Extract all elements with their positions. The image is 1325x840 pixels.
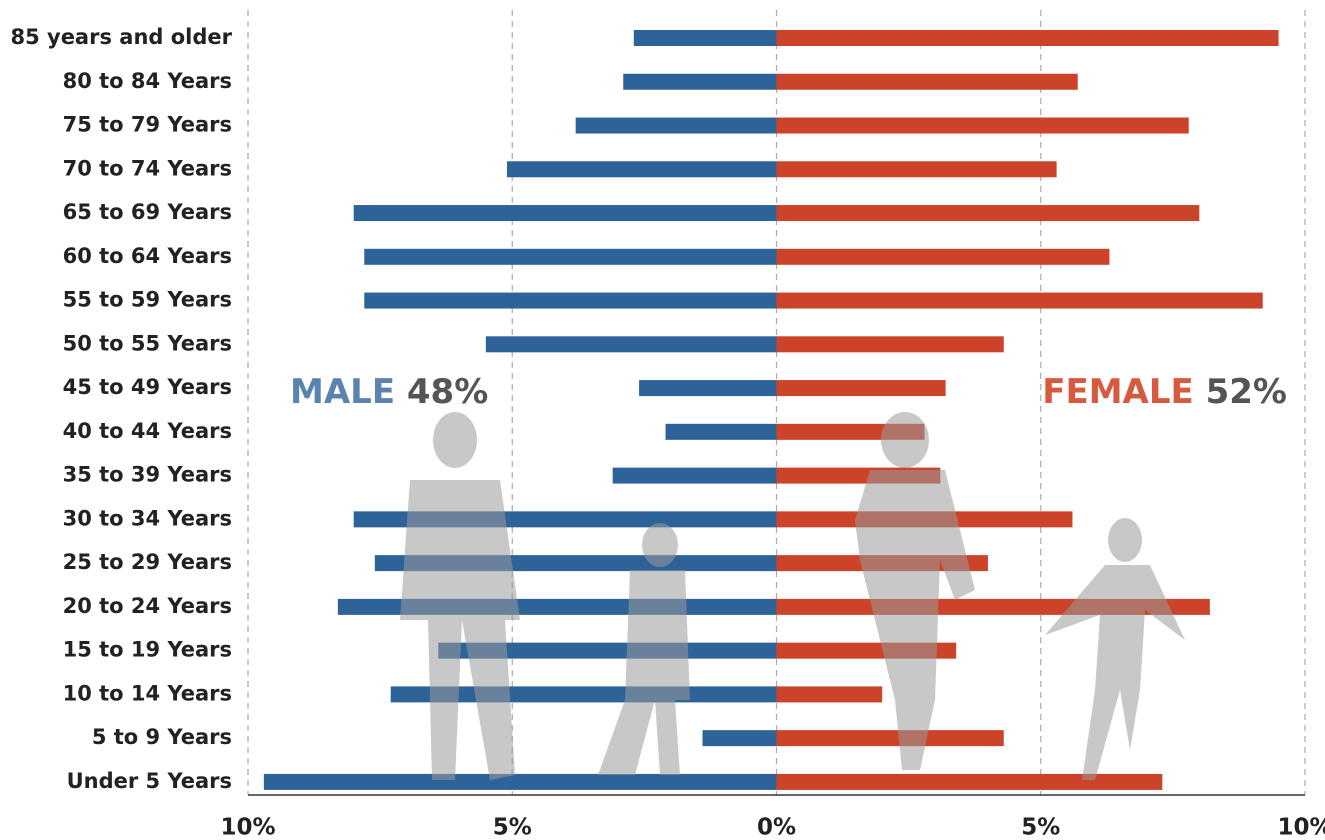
y-tick-label: 45 to 49 Years [63, 375, 232, 399]
bar [623, 73, 777, 90]
y-tick-label: 80 to 84 Years [63, 69, 232, 93]
bar [438, 642, 777, 659]
bar [776, 380, 946, 397]
y-tick-label: 40 to 44 Years [63, 419, 232, 443]
bar [776, 773, 1163, 790]
y-tick-label: 85 years and older [10, 25, 232, 49]
x-tick-label: 5% [493, 815, 532, 840]
bar [776, 73, 1078, 90]
y-tick-label: 65 to 69 Years [63, 200, 232, 224]
bar [364, 292, 777, 309]
bar [263, 773, 777, 790]
x-tick-label: 0% [757, 815, 796, 840]
y-tick-label: 35 to 39 Years [63, 463, 232, 487]
bar [776, 686, 883, 703]
y-tick-label: 55 to 59 Years [63, 288, 232, 312]
x-tick-label: 10% [220, 815, 275, 840]
y-tick-label: 60 to 64 Years [63, 244, 232, 268]
annotation: FEMALE 52% [1042, 372, 1287, 412]
x-tick-label: 5% [1021, 815, 1060, 840]
y-tick-label: 25 to 29 Years [63, 550, 232, 574]
bar [639, 380, 777, 397]
annotation-share: 52% [1206, 372, 1287, 412]
y-tick-label: 10 to 14 Years [63, 681, 232, 705]
bar [776, 161, 1057, 178]
y-tick-label: 50 to 55 Years [63, 331, 232, 355]
annotation-label: FEMALE [1042, 372, 1194, 412]
bar [665, 423, 777, 440]
bar [776, 30, 1279, 46]
bar [776, 336, 1004, 353]
bar [776, 117, 1189, 134]
bar [575, 117, 777, 134]
y-tick-label: 30 to 34 Years [63, 506, 232, 530]
bar [485, 336, 777, 353]
grid [247, 10, 1306, 795]
y-tick-label: 70 to 74 Years [63, 156, 232, 180]
bar [612, 467, 777, 484]
bar [776, 730, 1004, 747]
bar [776, 248, 1110, 265]
bar [776, 205, 1200, 222]
bar [506, 161, 777, 178]
y-tick-label: 5 to 9 Years [92, 725, 232, 749]
annotation-share: 48% [407, 372, 488, 412]
silhouettes [400, 412, 1185, 780]
bar [702, 730, 777, 747]
annotation: MALE 48% [290, 372, 488, 412]
y-tick-label: 75 to 79 Years [63, 113, 232, 137]
y-tick-label: Under 5 Years [67, 769, 232, 793]
y-tick-label: 20 to 24 Years [63, 594, 232, 618]
x-tick-label: 10% [1277, 815, 1325, 840]
bar [633, 30, 777, 46]
annotation-label: MALE [290, 372, 395, 412]
bar [353, 205, 777, 222]
bar [776, 292, 1263, 309]
y-tick-label: 15 to 19 Years [63, 638, 232, 662]
bar [364, 248, 777, 265]
